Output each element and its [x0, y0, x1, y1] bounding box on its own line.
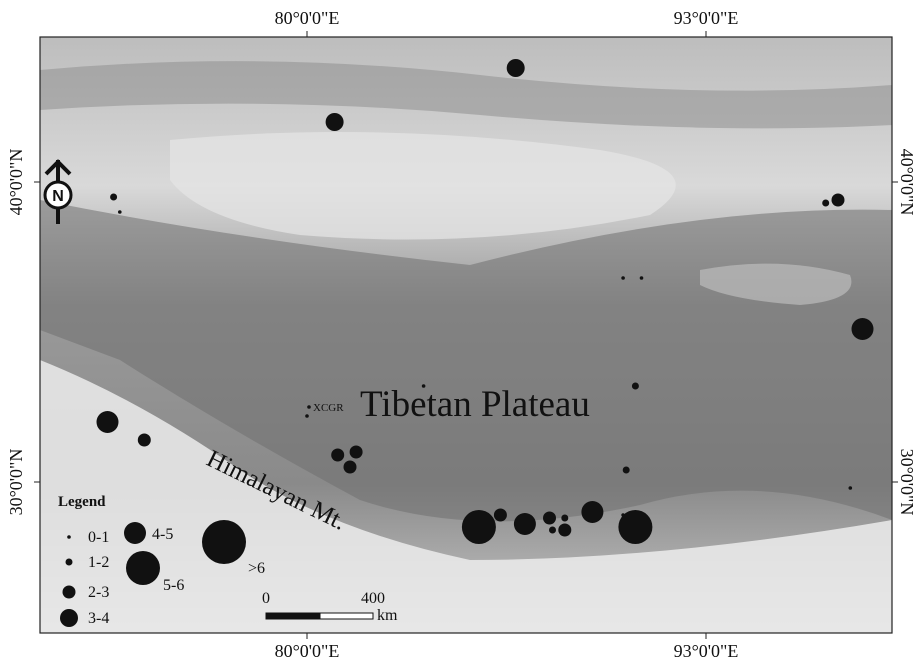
- right-lat-label-30n: 30°0'0"N: [897, 449, 915, 516]
- legend-symbol-5-6: [126, 551, 160, 585]
- xcgr-site-label: XCGR: [313, 402, 344, 414]
- legend-symbol-2-3: [62, 585, 76, 599]
- occurrence-point-12: [305, 414, 309, 418]
- occurrence-point-27: [581, 501, 604, 523]
- left-lat-label-30n: 30°0'0"N: [6, 449, 26, 516]
- tarim-basin: [170, 132, 676, 240]
- occurrence-point-15: [331, 448, 345, 462]
- occurrence-point-13: [96, 411, 119, 433]
- legend-symbol-4-5: [124, 522, 146, 544]
- scale-bar-zero-label: 0: [262, 590, 270, 607]
- occurrence-point-5: [621, 276, 625, 280]
- occurrence-point-29: [618, 510, 653, 544]
- top-lon-label-93e: 93°0'0"E: [674, 8, 739, 28]
- occurrence-point-18: [622, 466, 630, 474]
- legend-label-1-2: 1-2: [88, 554, 109, 571]
- occurrence-point-11: [631, 382, 639, 390]
- qaidam-basin: [700, 263, 852, 305]
- legend-label-5-6: 5-6: [163, 577, 184, 594]
- occurrence-point-25: [549, 526, 556, 534]
- graticule-ticks: [34, 31, 898, 639]
- occurrence-point-20: [461, 510, 496, 544]
- top-lon-label-80e: 80°0'0"E: [275, 8, 340, 28]
- tian-shan-range: [40, 61, 892, 129]
- legend-label-4-5: 4-5: [152, 526, 173, 543]
- north-arrow-icon: N: [43, 159, 73, 224]
- occurrence-point-7: [822, 199, 830, 207]
- right-lat-label-40n: 40°0'0"N: [897, 149, 915, 216]
- legend-symbol-1-2: [65, 558, 73, 566]
- scale-bar-mid-label: 400: [361, 590, 385, 607]
- occurrence-point-17: [343, 460, 357, 474]
- plateau-mass: [40, 200, 892, 522]
- legend-label-0-1: 0-1: [88, 529, 109, 546]
- occurrence-point-24: [561, 514, 569, 522]
- legend-label-2-3: 2-3: [88, 584, 109, 601]
- scale-bar: 0 400 km: [262, 590, 398, 624]
- occurrence-point-1: [506, 59, 525, 77]
- legend-label-3-4: 3-4: [88, 610, 109, 627]
- bottom-lon-label-80e: 80°0'0"E: [275, 641, 340, 661]
- legend: Legend 0-1 1-2 2-3 3-4 4-5 5-6 >6: [58, 494, 265, 627]
- occurrence-point-4: [118, 210, 122, 214]
- left-lat-label-40n: 40°0'0"N: [6, 149, 26, 216]
- north-arrow-letter: N: [52, 188, 64, 205]
- occurrence-point-6: [639, 276, 644, 280]
- occurrence-point-22: [513, 513, 536, 535]
- himalaya-foreland: [40, 360, 892, 633]
- map-frame: [39, 36, 893, 634]
- xcgr-site-marker: [307, 405, 311, 409]
- occurrence-point-16: [349, 445, 363, 459]
- occurrence-point-19: [848, 486, 853, 490]
- occurrence-point-26: [558, 523, 572, 537]
- scale-bar-unit-label: km: [377, 607, 398, 624]
- occurrence-point-2: [325, 113, 344, 131]
- legend-title: Legend: [58, 494, 106, 510]
- legend-symbol-over-6: [202, 520, 246, 564]
- legend-symbol-0-1: [67, 535, 71, 539]
- occurrence-point-10: [421, 384, 426, 388]
- occurrence-point-9: [851, 318, 874, 340]
- occurrence-point-14: [137, 433, 151, 447]
- occurrence-point-23: [543, 511, 556, 525]
- legend-symbol-3-4: [60, 609, 78, 627]
- occurrence-point-8: [831, 193, 845, 207]
- bottom-lon-label-93e: 93°0'0"E: [674, 641, 739, 661]
- legend-label-over-6: >6: [248, 560, 265, 577]
- points-layer: [96, 59, 874, 544]
- occurrence-point-21: [493, 508, 507, 522]
- occurrence-point-3: [110, 193, 118, 201]
- tibetan-plateau-label: Tibetan Plateau: [360, 384, 590, 425]
- terrain-background: [40, 37, 892, 633]
